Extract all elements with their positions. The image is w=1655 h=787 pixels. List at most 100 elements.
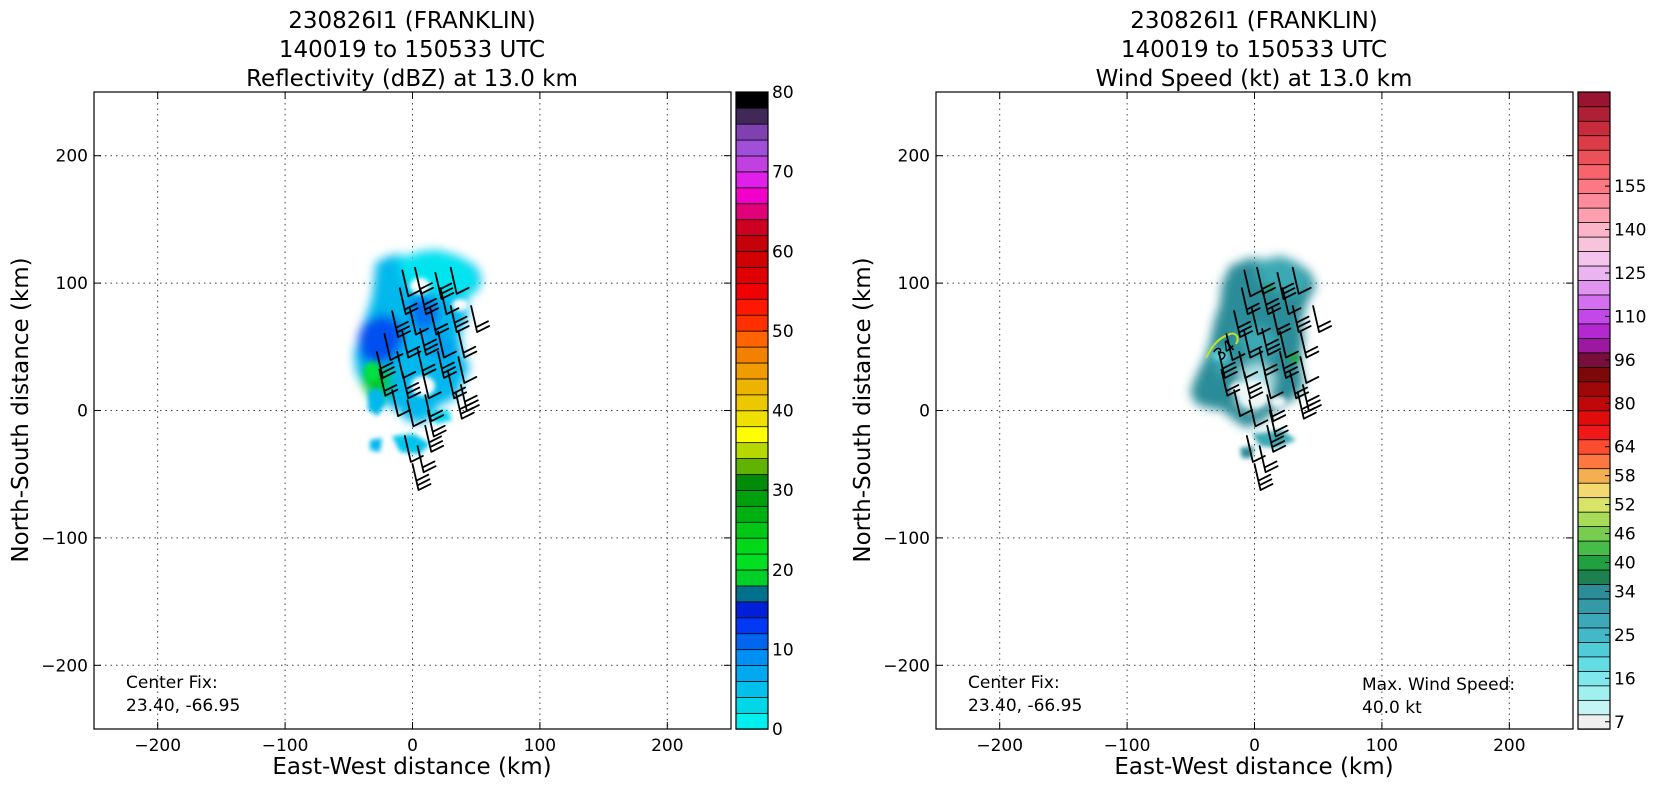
max-wind-speed-value: 40.0 kt [1362, 698, 1422, 718]
reflectivity-colorbar-tick-label: 0 [772, 720, 783, 740]
reflectivity-wind-barb [383, 333, 404, 361]
reflectivity-title-line-2: 140019 to 150533 UTC [279, 37, 545, 63]
wind-speed-colorbar-segment [1577, 149, 1611, 166]
reflectivity-colorbar-segment [735, 601, 769, 619]
wind-speed-colorbar-segment [1577, 656, 1611, 672]
reflectivity-wind-barb [391, 310, 412, 339]
wind-speed-colorbar-tick-label: 7 [1614, 713, 1625, 733]
reflectivity-colorbar-segment [735, 633, 769, 651]
reflectivity-colorbar-tick-label: 70 [772, 163, 794, 183]
reflectivity-colorbar-segment [735, 410, 769, 428]
wind-speed-center-fix-value: 23.40, -66.95 [968, 696, 1082, 716]
reflectivity-colorbar-segment [735, 537, 769, 555]
reflectivity-wind-barb [457, 330, 478, 359]
wind-speed-wind-barb [1217, 350, 1238, 379]
wind-speed-colorbar-segment [1577, 598, 1611, 614]
wind-speed-colorbar: 7 16 25 34 40 46 52 58 64 80 96 110 125 140 155 [1577, 91, 1646, 733]
wind-speed-y-axis-label: North-South distance (km) [850, 257, 876, 562]
wind-speed-x-tick-label: −200 [976, 736, 1023, 756]
reflectivity-colorbar-segment [735, 394, 769, 412]
reflectivity-colorbar-segment [735, 664, 769, 682]
wind-speed-colorbar-tick-label: 140 [1614, 221, 1646, 241]
reflectivity-colorbar-segment [735, 489, 769, 507]
reflectivity-colorbar-segment [735, 712, 769, 730]
wind-speed-wind-barb [1243, 269, 1264, 298]
wind-speed-colorbar-segment [1577, 135, 1611, 151]
wind-speed-colorbar-segment [1577, 323, 1611, 339]
wind-speed-colorbar-segment [1577, 482, 1611, 499]
wind-speed-colorbar-frame [1577, 91, 1611, 730]
reflectivity-wind-barb [375, 350, 396, 379]
wind-speed-wind-barb [1233, 310, 1254, 339]
reflectivity-colorbar-segment [735, 680, 769, 698]
reflectivity-colorbar-segment [735, 473, 769, 491]
reflectivity-colorbar-segment [735, 505, 769, 523]
wind-speed-x-axis-label: East-West distance (km) [1114, 754, 1393, 780]
wind-speed-colorbar-tick-label: 64 [1614, 438, 1636, 458]
reflectivity-colorbar-segment [735, 362, 769, 380]
reflectivity-x-axis-label: East-West distance (km) [272, 754, 551, 780]
reflectivity-colorbar-tick-label: 30 [772, 481, 794, 501]
wind-speed-colorbar-tick-label: 80 [1614, 394, 1636, 414]
reflectivity-wind-barb [424, 394, 445, 423]
max-wind-speed-annotation: Max. Wind Speed: 40.0 kt [1362, 675, 1515, 718]
reflectivity-panel: 230826I1 (FRANKLIN) 140019 to 150533 UTC… [8, 8, 794, 780]
reflectivity-colorbar-segment [735, 314, 769, 332]
reflectivity-field [354, 250, 482, 454]
reflectivity-colorbar-segment [735, 553, 769, 571]
wind-speed-wind-barb [1291, 305, 1312, 333]
wind-speed-wind-barb [1266, 424, 1287, 453]
reflectivity-title: 230826I1 (FRANKLIN) 140019 to 150533 UTC… [246, 8, 578, 92]
wind-speed-colorbar-tick-label: 125 [1614, 264, 1646, 284]
wind-speed-wind-barb [1291, 266, 1312, 295]
wind-speed-colorbar-segment [1577, 250, 1611, 267]
reflectivity-colorbar-segment [735, 696, 769, 714]
reflectivity-wind-barb [401, 269, 422, 298]
wind-speed-title-line-1: 230826I1 (FRANKLIN) [1130, 8, 1378, 34]
reflectivity-colorbar-tick-label: 10 [772, 640, 794, 660]
wind-speed-wind-barb [1268, 409, 1289, 438]
reflectivity-center-fix-annotation: Center Fix: 23.40, -66.95 [126, 673, 240, 716]
wind-speed-wind-barb [1263, 371, 1284, 400]
reflectivity-wind-barb [449, 305, 470, 333]
reflectivity-colorbar-segment [735, 378, 769, 396]
wind-speed-wind-barb [1261, 287, 1282, 316]
reflectivity-colorbar-tick-label: 20 [772, 561, 794, 581]
reflectivity-wind-barb [406, 399, 427, 428]
reflectivity-wind-barb [401, 371, 422, 400]
wind-speed-panel: 230826I1 (FRANKLIN) 140019 to 150533 UTC… [850, 8, 1646, 780]
reflectivity-title-line-1: 230826I1 (FRANKLIN) [288, 8, 536, 34]
reflectivity-colorbar-segment [735, 426, 769, 444]
reflectivity-colorbar-segment [735, 91, 769, 109]
reflectivity-wind-barb [470, 305, 491, 333]
wind-speed-colorbar-segment [1577, 540, 1611, 556]
reflectivity-wind-barb [419, 287, 440, 316]
reflectivity-colorbar: 0 10 20 30 40 50 60 70 80 [735, 83, 794, 740]
wind-speed-wind-barb [1261, 328, 1282, 356]
wind-speed-axis-ticks: −200 −100 0 100 200 −200 −100 0 100 200 [883, 92, 1573, 756]
max-wind-speed-label: Max. Wind Speed: [1362, 675, 1515, 695]
wind-speed-colorbar-segment [1577, 381, 1611, 397]
wind-speed-colorbar-tick-label: 34 [1614, 582, 1636, 602]
reflectivity-colorbar-segment [735, 521, 769, 539]
reflectivity-wind-barb [411, 463, 432, 491]
wind-speed-colorbar-segment [1577, 511, 1611, 528]
wind-speed-x-tick-label: −100 [1104, 736, 1151, 756]
wind-speed-colorbar-segment [1577, 366, 1611, 383]
reflectivity-x-tick-label: 0 [407, 736, 418, 756]
wind-speed-wind-barb [1279, 330, 1299, 359]
reflectivity-colorbar-tick-label: 50 [772, 322, 794, 342]
wind-speed-title: 230826I1 (FRANKLIN) 140019 to 150533 UTC… [1096, 8, 1413, 92]
wind-speed-center-fix-annotation: Center Fix: 23.40, -66.95 [968, 673, 1082, 716]
reflectivity-colorbar-segment [735, 171, 769, 189]
wind-speed-y-tick-label: 0 [919, 402, 930, 422]
wind-speed-wind-barb [1299, 330, 1320, 359]
wind-speed-colorbar-segment [1577, 410, 1611, 426]
reflectivity-center-fix-label: Center Fix: [126, 673, 218, 693]
reflectivity-title-line-3: Reflectivity (dBZ) at 13.0 km [246, 66, 578, 92]
reflectivity-wind-barb [421, 371, 442, 400]
wind-speed-colorbar-segment [1577, 91, 1611, 108]
reflectivity-plot-area: −200 −100 0 100 200 −200 −100 0 100 200 Center Fi… [41, 91, 732, 756]
reflectivity-colorbar-segment [735, 282, 769, 300]
wind-speed-wind-barb [1299, 356, 1320, 384]
